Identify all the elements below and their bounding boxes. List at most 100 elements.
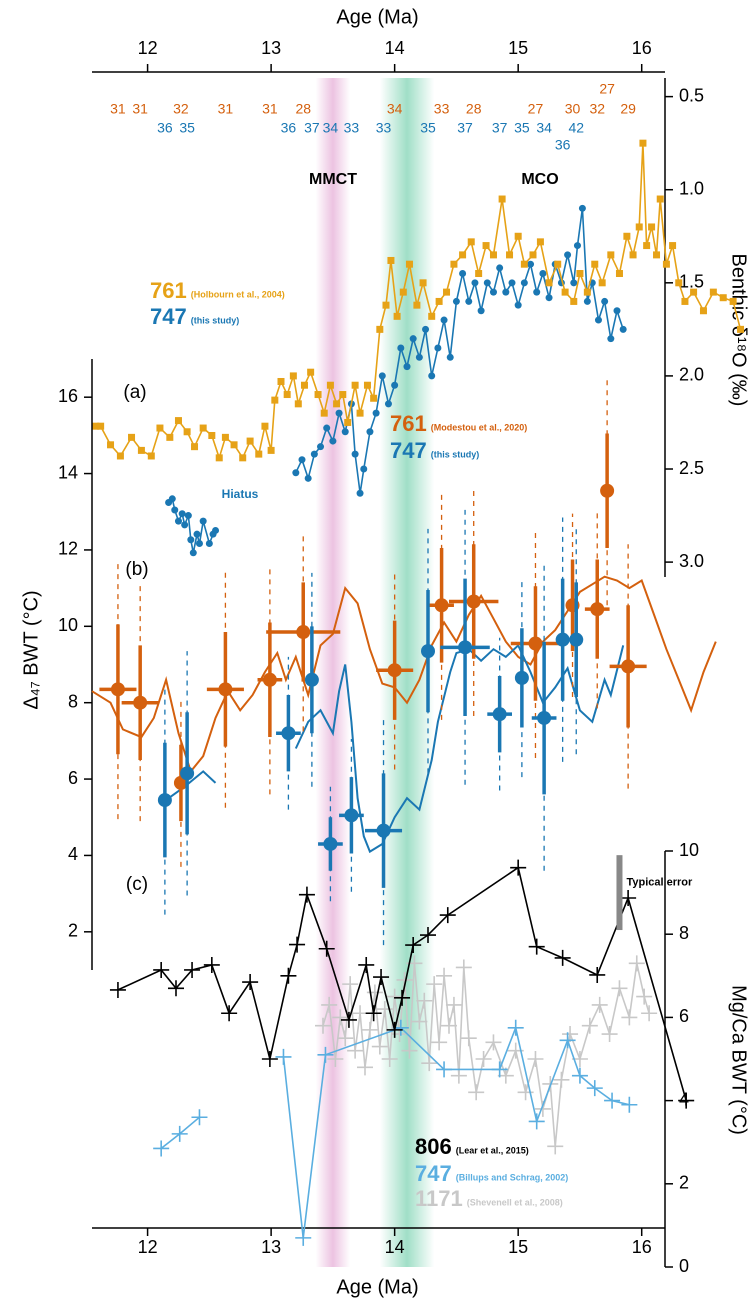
marker — [576, 270, 584, 278]
point — [421, 644, 435, 659]
marker — [239, 454, 247, 462]
marker — [498, 195, 506, 203]
marker — [386, 988, 403, 1005]
marker — [653, 251, 661, 259]
sample-count-label: 36 — [555, 137, 571, 153]
band — [379, 78, 435, 1267]
marker — [629, 251, 637, 259]
typical-error-bar — [616, 855, 623, 931]
marker — [529, 251, 537, 259]
marker — [341, 428, 349, 436]
marker — [315, 1017, 331, 1034]
y-tick-label: 6 — [68, 768, 78, 788]
marker — [475, 1051, 492, 1067]
marker — [564, 251, 572, 259]
sample-count-label: 34 — [536, 120, 552, 136]
marker — [365, 1005, 382, 1022]
marker — [411, 1013, 428, 1030]
marker — [583, 288, 591, 296]
point — [110, 682, 125, 697]
marker — [109, 981, 126, 998]
sample-count-label: 31 — [262, 101, 278, 117]
marker — [199, 424, 207, 432]
y-tick-label: 6 — [679, 1006, 689, 1026]
marker — [455, 959, 472, 976]
y-tick-label: 4 — [68, 844, 78, 864]
y-tick-label: 8 — [679, 923, 689, 943]
marker — [613, 307, 621, 315]
marker — [174, 517, 182, 525]
marker — [255, 450, 263, 458]
marker — [436, 967, 453, 984]
annotation: MMCT — [309, 171, 357, 188]
marker — [168, 980, 184, 997]
point — [537, 710, 552, 725]
y-tick-label: 2 — [68, 921, 78, 941]
marker — [662, 260, 670, 268]
marker — [373, 969, 390, 986]
marker — [450, 1067, 467, 1084]
marker — [601, 1026, 618, 1043]
x-tick-label: 16 — [632, 38, 652, 58]
sample-count-label: 33 — [344, 120, 360, 136]
marker — [604, 1092, 621, 1109]
marker — [333, 400, 341, 408]
point — [492, 707, 507, 722]
marker — [514, 232, 522, 240]
typical-error-label: Typical error — [626, 877, 693, 889]
sample-count-label: 34 — [387, 101, 403, 117]
sample-count-label: 28 — [466, 101, 482, 117]
marker — [475, 270, 483, 278]
marker — [586, 1080, 603, 1097]
marker — [358, 956, 375, 973]
marker — [347, 1042, 364, 1059]
marker — [357, 1059, 373, 1076]
y-tick-label: 8 — [68, 691, 78, 711]
sample-count-label: 31 — [132, 101, 148, 117]
marker — [527, 260, 535, 268]
sample-count-label: 36 — [157, 120, 173, 136]
sample-count-label: 35 — [420, 120, 436, 136]
marker — [371, 1038, 388, 1055]
legend-name: 761 — [390, 411, 427, 436]
y-axis-title: Δ₄₇ BWT (°C) — [20, 590, 42, 709]
marker — [719, 294, 727, 302]
marker — [415, 353, 423, 361]
sample-count-label: 31 — [110, 101, 126, 117]
marker — [242, 974, 259, 991]
marker — [230, 441, 238, 449]
marker — [554, 949, 571, 966]
y-tick-label: 2.0 — [679, 365, 704, 385]
marker — [545, 294, 553, 302]
marker — [212, 526, 220, 534]
marker — [643, 242, 651, 250]
sample-count-label: 33 — [376, 120, 392, 136]
marker — [562, 1026, 579, 1043]
marker — [183, 428, 191, 436]
marker — [450, 260, 458, 268]
marker — [318, 940, 335, 957]
marker — [184, 961, 201, 978]
marker — [485, 1034, 502, 1051]
point — [304, 672, 319, 687]
marker — [351, 381, 359, 389]
sample-count-label: 32 — [173, 101, 189, 117]
sample-count-label: 37 — [304, 120, 320, 136]
marker — [581, 1017, 598, 1034]
sample-count-label: 37 — [492, 120, 508, 136]
x-tick-label: 14 — [385, 1237, 405, 1257]
marker — [452, 297, 460, 305]
marker — [193, 530, 201, 538]
marker — [611, 980, 628, 997]
point — [569, 632, 584, 647]
marker — [571, 1067, 588, 1084]
marker — [573, 242, 581, 250]
point — [387, 663, 402, 678]
marker — [205, 539, 213, 547]
marker — [304, 474, 312, 482]
marker — [737, 325, 745, 333]
marker — [598, 279, 606, 287]
marker — [275, 1048, 292, 1065]
marker — [497, 1067, 514, 1084]
